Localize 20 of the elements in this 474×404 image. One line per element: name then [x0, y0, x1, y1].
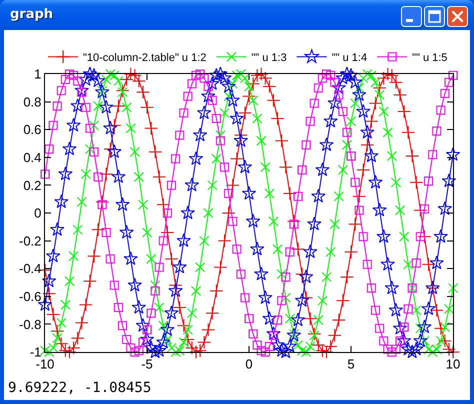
- legend-label: "10-column-2.table" u 1:2: [83, 52, 206, 64]
- y-tick-label: 0.4: [23, 150, 42, 165]
- x-tick-label: 10: [446, 356, 460, 372]
- y-tick-label: 1: [34, 66, 42, 82]
- y-tick-label: 0: [34, 206, 42, 221]
- y-tick-label: 0.8: [23, 94, 42, 110]
- y-tick-label: -0.6: [18, 288, 42, 304]
- x-tick-label: 0: [245, 356, 253, 372]
- chart-title: graph: [10, 7, 54, 22]
- x-tick-label: -5: [141, 356, 153, 372]
- x-tick-label: 5: [347, 356, 355, 372]
- y-tick-label: -0.4: [18, 261, 42, 276]
- y-tick-label: -0.8: [18, 316, 42, 332]
- text: 9.69222, -1.08455: [8, 380, 152, 396]
- y-tick-label: 0.6: [23, 122, 42, 138]
- legend-label: "" u 1:4: [332, 52, 368, 64]
- y-tick-label: -0.2: [18, 233, 42, 248]
- y-tick-label: 0.2: [23, 178, 42, 193]
- legend-label: "" u 1:5: [412, 52, 448, 64]
- legend-label: "" u 1:3: [251, 52, 287, 64]
